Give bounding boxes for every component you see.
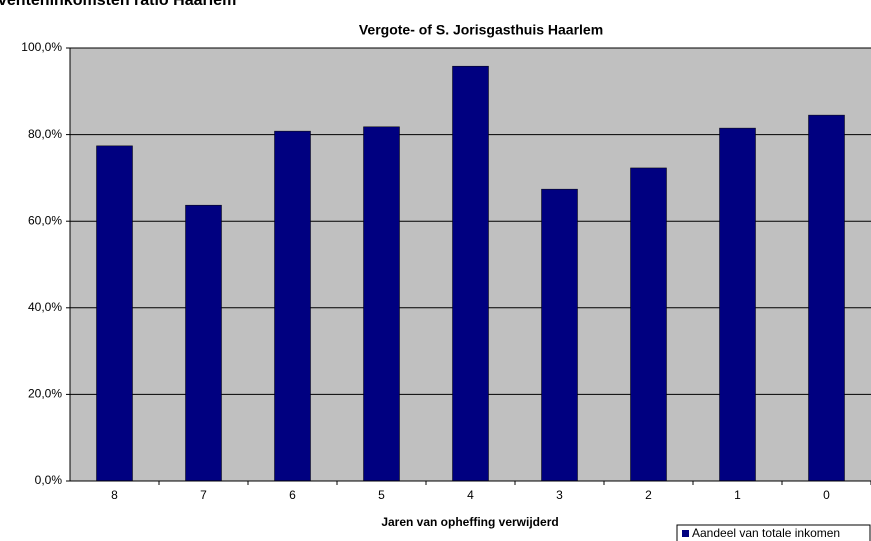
x-axis-label: Jaren van opheffing verwijderd	[381, 515, 558, 529]
bar	[452, 65, 489, 482]
y-tick-label: 80,0%	[28, 127, 62, 141]
x-tick-label: 7	[200, 488, 207, 502]
y-tick-label: 20,0%	[28, 387, 62, 401]
chart-title: Vergote- of S. Jorisgasthuis Haarlem	[359, 22, 603, 38]
y-tick-label: 100,0%	[21, 40, 62, 54]
bar	[185, 204, 222, 482]
legend-label: Aandeel van totale inkomen	[692, 526, 840, 540]
x-tick-label: 5	[378, 488, 385, 502]
bar	[96, 145, 133, 482]
x-tick-label: 8	[111, 488, 118, 502]
bar	[630, 167, 667, 482]
legend-box	[676, 524, 871, 541]
x-tick-label: 0	[823, 488, 830, 502]
bar	[274, 130, 311, 482]
header: venteninkomsten ratio Haarlem	[0, 0, 236, 9]
y-tick-label: 60,0%	[28, 213, 62, 227]
bar	[541, 188, 578, 482]
bar	[808, 114, 845, 482]
x-tick-label: 3	[556, 488, 563, 502]
x-tick-label: 1	[734, 488, 741, 502]
x-tick-label: 2	[645, 488, 652, 502]
bar	[719, 127, 756, 482]
bar	[363, 126, 400, 482]
y-tick-label: 0,0%	[35, 473, 63, 487]
x-tick-label: 4	[467, 488, 474, 502]
legend-swatch	[682, 530, 689, 537]
x-tick-label: 6	[289, 488, 296, 502]
y-tick-label: 40,0%	[28, 300, 62, 314]
